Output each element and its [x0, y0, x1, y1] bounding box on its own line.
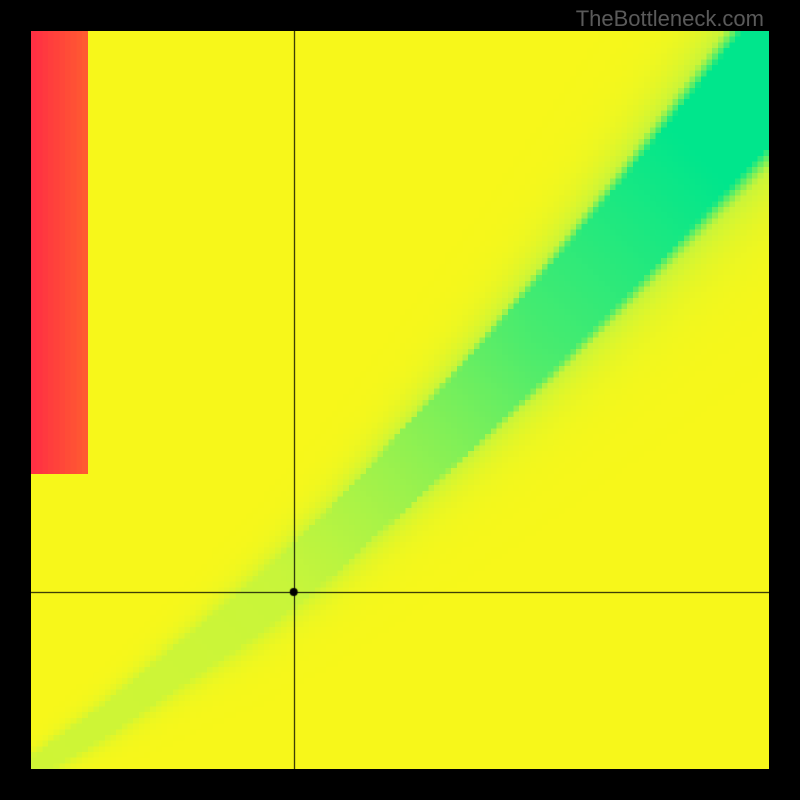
watermark-text: TheBottleneck.com — [576, 6, 764, 32]
chart-frame: TheBottleneck.com — [0, 0, 800, 800]
crosshair-overlay — [31, 31, 769, 769]
